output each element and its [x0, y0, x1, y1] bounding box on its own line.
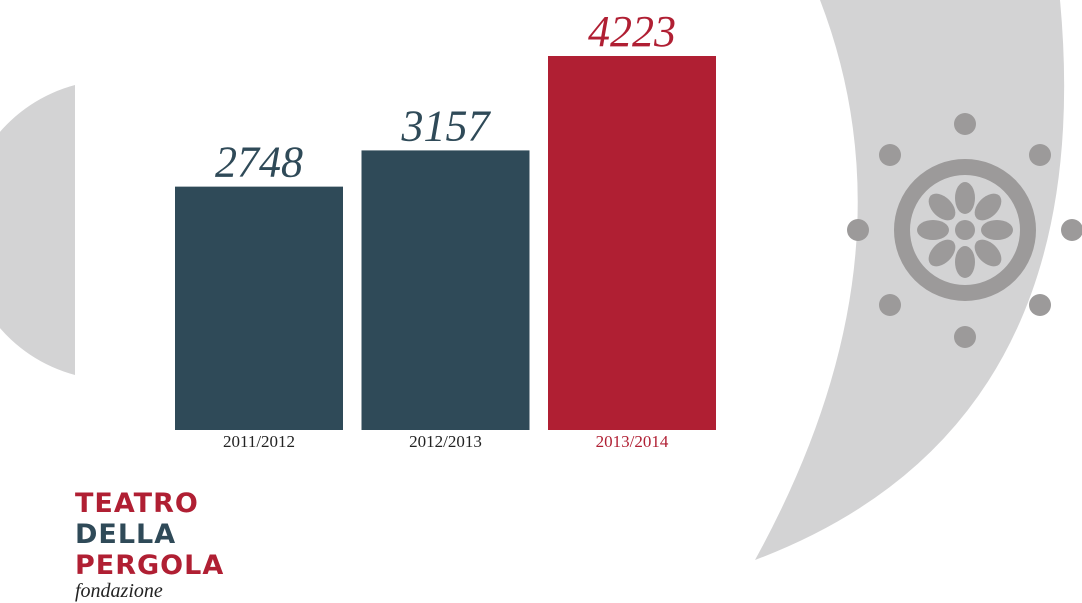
category-label: 2013/2014 — [596, 432, 669, 451]
bar — [548, 56, 716, 430]
logo-line: PERGOLA — [75, 550, 224, 581]
decor-half-circle — [0, 85, 75, 375]
value-label: 4223 — [588, 7, 676, 56]
decor-crescent — [755, 0, 1065, 560]
logo-subtitle: fondazione — [75, 580, 163, 602]
logo: TEATRO DELLA PERGOLA fondazione — [75, 488, 224, 602]
value-label: 2748 — [215, 138, 303, 187]
bar — [361, 150, 530, 430]
category-label: 2011/2012 — [223, 432, 295, 451]
logo-line: TEATRO — [75, 488, 199, 519]
value-label: 3157 — [401, 101, 492, 150]
category-label: 2012/2013 — [409, 432, 482, 451]
bar — [175, 186, 343, 430]
wheel-icon — [847, 113, 1082, 348]
logo-line: DELLA — [75, 519, 176, 550]
